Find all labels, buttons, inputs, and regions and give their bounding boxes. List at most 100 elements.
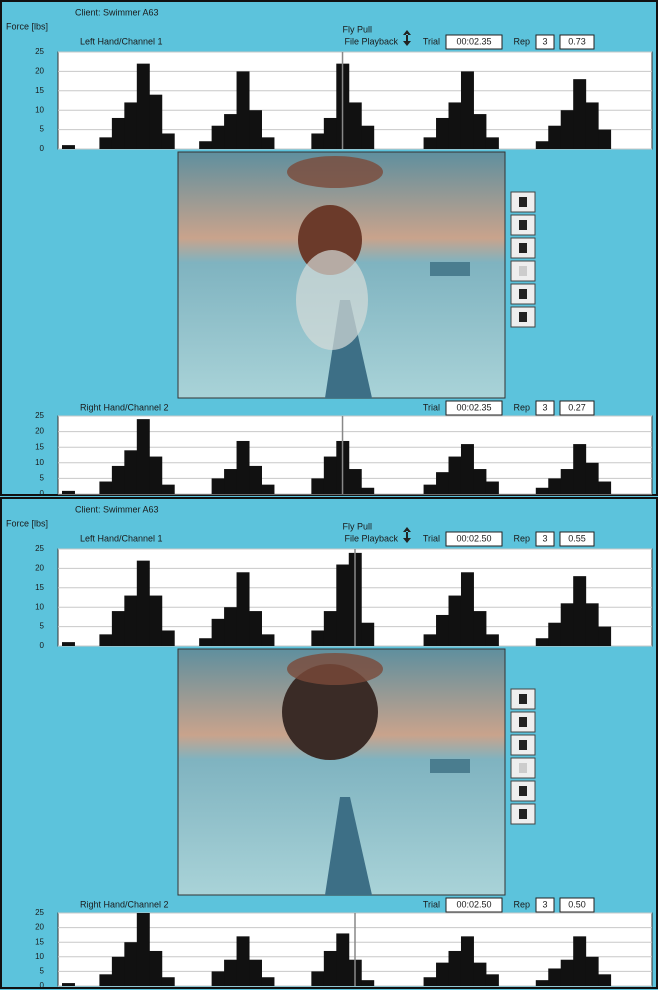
force-value-box <box>559 897 595 913</box>
force-value: 0.55 <box>568 533 586 543</box>
force-bar <box>136 560 150 646</box>
force-bar <box>311 630 325 646</box>
force-bar <box>149 595 163 646</box>
force-bar <box>473 611 487 646</box>
force-value: 0.27 <box>568 402 586 412</box>
swimmer-legs <box>296 250 368 350</box>
force-bar <box>161 133 175 149</box>
y-tick-label: 20 <box>35 67 44 76</box>
channel-title: Right Hand/Channel 2 <box>80 899 169 909</box>
y-tick-label: 20 <box>35 427 44 436</box>
force-axis-label: Force [lbs] <box>6 21 48 31</box>
force-bar <box>485 974 499 986</box>
panel-border <box>0 0 658 496</box>
force-bar <box>161 484 175 494</box>
force-bar <box>473 114 487 149</box>
force-bar <box>136 63 150 149</box>
playback-button-icon <box>519 763 527 773</box>
force-bar <box>323 950 337 986</box>
force-bar <box>111 117 125 149</box>
force-bar <box>585 102 599 149</box>
force-bar <box>149 950 163 986</box>
force-bar <box>224 607 238 646</box>
force-bar <box>535 141 549 149</box>
mode-toggle-icon[interactable] <box>403 30 411 46</box>
force-bar <box>436 962 450 986</box>
trial-time: 00:02.35 <box>456 36 491 46</box>
pool-marker <box>430 262 470 276</box>
force-bar <box>548 125 562 149</box>
playback-button-icon <box>519 786 527 796</box>
force-bar <box>224 469 238 494</box>
force-bar <box>199 141 213 149</box>
force-bar <box>62 642 75 646</box>
playback-button-icon <box>519 740 527 750</box>
force-bar <box>535 638 549 646</box>
rep-label: Rep <box>513 899 530 909</box>
force-bar <box>598 626 612 646</box>
force-bar <box>336 933 350 986</box>
force-bar <box>548 968 562 986</box>
y-tick-label: 10 <box>35 105 44 114</box>
y-tick-label: 15 <box>35 937 44 946</box>
force-bar <box>261 634 275 646</box>
force-bar <box>224 959 238 986</box>
y-tick-label: 15 <box>35 86 44 95</box>
swimmer-reflection <box>287 156 383 188</box>
trial-time-box <box>445 400 503 416</box>
force-bar <box>199 638 213 646</box>
rep-number-box <box>535 34 555 50</box>
y-tick-label: 20 <box>35 923 44 932</box>
rep-number-box <box>535 531 555 547</box>
force-bar <box>535 487 549 494</box>
force-bar <box>124 595 138 646</box>
force-bar <box>460 936 474 986</box>
y-tick-label: 0 <box>40 144 45 153</box>
playback-button-icon <box>519 197 527 207</box>
force-bar <box>323 611 337 646</box>
force-value-box <box>559 531 595 547</box>
y-tick-label: 5 <box>40 967 45 976</box>
trial-time: 00:02.50 <box>456 899 491 909</box>
force-bar <box>348 469 362 494</box>
trial-label: Trial <box>423 533 440 543</box>
force-bar <box>598 129 612 149</box>
force-bar <box>124 102 138 149</box>
playback-button-icon <box>519 220 527 230</box>
mode-label: File Playback <box>344 533 398 543</box>
mode-toggle-icon[interactable] <box>403 527 411 543</box>
force-bar <box>111 956 125 986</box>
trial-time-box <box>445 897 503 913</box>
force-bar <box>99 634 113 646</box>
trial-time: 00:02.35 <box>456 402 491 412</box>
rep-number-box <box>535 897 555 913</box>
force-bar <box>161 630 175 646</box>
force-bar <box>560 603 574 646</box>
force-bar <box>99 481 113 494</box>
y-tick-label: 10 <box>35 458 44 467</box>
trial-time-box <box>445 531 503 547</box>
rep-number: 3 <box>542 402 547 412</box>
swimmer-reflection <box>287 653 383 685</box>
force-bar <box>573 79 587 149</box>
swimmer-body <box>282 664 378 760</box>
playback-button-icon <box>519 289 527 299</box>
rep-label: Rep <box>513 533 530 543</box>
force-bar <box>249 959 262 986</box>
force-value-box <box>559 34 595 50</box>
panel-border <box>0 497 658 989</box>
force-bar <box>136 913 150 986</box>
force-bar <box>485 137 499 149</box>
force-bar <box>485 481 499 494</box>
force-bar <box>236 936 250 986</box>
y-tick-label: 0 <box>40 641 45 650</box>
force-bar <box>535 980 549 986</box>
force-bar <box>436 117 450 149</box>
force-bar <box>485 634 499 646</box>
force-bar <box>448 595 462 646</box>
force-value-box <box>559 400 595 416</box>
force-bar <box>361 125 375 149</box>
force-bar <box>211 125 225 149</box>
force-bar <box>224 114 238 149</box>
force-bar <box>361 980 375 986</box>
